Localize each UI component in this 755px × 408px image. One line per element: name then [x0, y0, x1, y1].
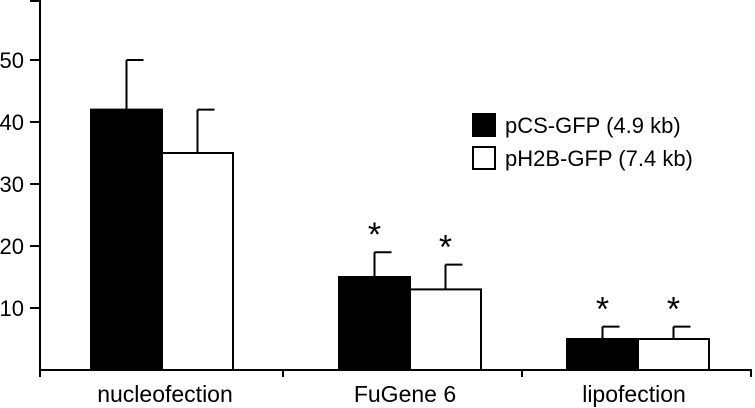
- category-labels: nucleofection FuGene 6 lipofection: [97, 381, 686, 407]
- significance-mark-1-2: *: [667, 291, 680, 329]
- legend: pCS-GFP (4.9 kb) pH2B-GFP (7.4 kb): [472, 113, 693, 171]
- category-label-0: nucleofection: [97, 381, 233, 407]
- bar-0-0: [90, 108, 163, 371]
- y-tick-label-10: 10: [0, 296, 24, 321]
- bar-1-2: [637, 338, 710, 371]
- category-label-2: lipofection: [582, 381, 686, 407]
- bar-1-0: [161, 152, 234, 371]
- legend-swatch-0: [472, 113, 496, 137]
- legend-label-0: pCS-GFP (4.9 kb): [505, 113, 681, 138]
- y-tick-label-30: 30: [0, 172, 24, 197]
- significance-mark-1-1: *: [439, 229, 452, 267]
- bars: [90, 108, 710, 371]
- y-tick-label-40: 40: [0, 110, 24, 135]
- error-bars: [125, 59, 691, 339]
- significance-mark-0-2: *: [596, 291, 609, 329]
- bar-1-1: [409, 288, 482, 371]
- legend-swatch-1: [472, 146, 496, 170]
- significance-marks: * * * *: [368, 216, 680, 328]
- significance-mark-0-1: *: [368, 216, 381, 254]
- category-label-1: FuGene 6: [354, 381, 456, 407]
- bar-0-2: [566, 338, 639, 371]
- y-axis-ticks: 10 20 30 40 50: [0, 0, 40, 321]
- legend-label-1: pH2B-GFP (7.4 kb): [505, 146, 693, 171]
- y-tick-label-50: 50: [0, 48, 24, 73]
- bar-0-1: [338, 276, 411, 371]
- y-tick-label-20: 20: [0, 234, 24, 259]
